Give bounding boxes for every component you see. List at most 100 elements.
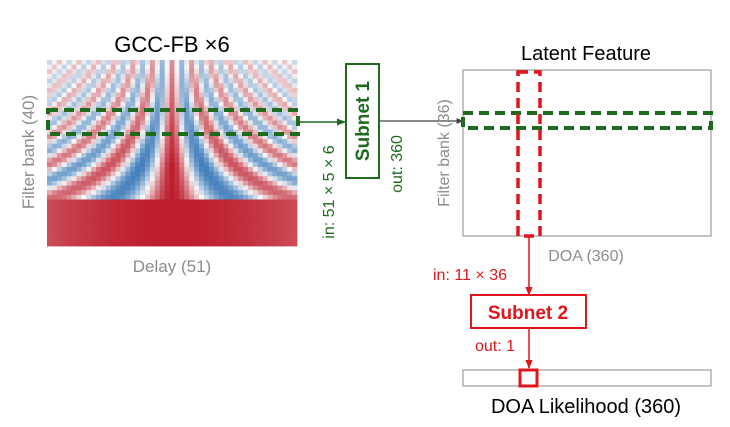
heatmap-cell: [292, 92, 298, 98]
heatmap-cell: [247, 232, 254, 238]
heatmap-cell: [115, 204, 121, 210]
heatmap-cell: [81, 148, 87, 154]
heatmap-cell: [174, 64, 180, 70]
heatmap-cell: [159, 92, 166, 98]
heatmap-cell: [203, 157, 210, 163]
heatmap-cell: [194, 73, 200, 79]
heatmap-cell: [51, 222, 58, 228]
heatmap-cell: [223, 60, 229, 66]
heatmap-cell: [262, 139, 268, 145]
heatmap-cell: [100, 64, 107, 70]
heatmap-cell: [145, 69, 151, 75]
heatmap-cell: [86, 111, 92, 117]
heatmap-cell: [154, 120, 161, 126]
heatmap-cell: [272, 162, 278, 168]
heatmap-cell: [61, 194, 68, 200]
heatmap-cell: [243, 194, 249, 200]
heatmap-cell: [184, 60, 190, 66]
heatmap-cell: [292, 69, 298, 75]
heatmap-cell: [51, 73, 58, 79]
heatmap-cell: [91, 139, 97, 145]
heatmap-cell: [149, 143, 156, 149]
heatmap-cell: [267, 180, 273, 186]
heatmap-cell: [228, 134, 234, 140]
heatmap-cell: [287, 139, 293, 145]
heatmap-cell: [189, 139, 195, 145]
heatmap-cell: [262, 78, 268, 84]
heatmap-cell: [189, 69, 195, 75]
heatmap-cell: [243, 60, 249, 66]
heatmap-cell: [223, 227, 229, 233]
heatmap-cell: [233, 87, 239, 93]
heatmap-cell: [61, 153, 68, 159]
heatmap-cell: [76, 120, 82, 126]
heatmap-cell: [154, 92, 161, 98]
heatmap-cell: [71, 78, 77, 84]
heatmap-cell: [184, 157, 190, 163]
heatmap-cell: [125, 199, 131, 205]
heatmap-cell: [51, 69, 58, 75]
heatmap-cell: [218, 139, 224, 145]
heatmap-cell: [198, 213, 205, 219]
heatmap-cell: [86, 227, 92, 233]
heatmap-cell: [149, 157, 156, 163]
heatmap-cell: [164, 111, 170, 117]
heatmap-cell: [238, 204, 244, 210]
heatmap-cell: [105, 101, 112, 107]
heatmap-cell: [174, 166, 180, 172]
heatmap-cell: [105, 69, 112, 75]
heatmap-cell: [223, 185, 229, 191]
heatmap-cell: [267, 106, 273, 112]
heatmap-cell: [56, 115, 63, 121]
heatmap-cell: [174, 180, 180, 186]
heatmap-cell: [47, 180, 53, 186]
heatmap-cell: [198, 218, 205, 224]
heatmap-cell: [149, 232, 156, 238]
heatmap-cell: [179, 166, 185, 172]
heatmap-cell: [267, 227, 273, 233]
heatmap-cell: [262, 180, 268, 186]
heatmap-cell: [149, 148, 156, 154]
heatmap-cell: [71, 208, 77, 214]
heatmap-cell: [149, 69, 156, 75]
heatmap-cell: [140, 106, 146, 112]
heatmap-cell: [292, 97, 298, 103]
heatmap-cell: [130, 148, 136, 154]
heatmap-cell: [91, 60, 97, 66]
heatmap-cell: [169, 134, 175, 140]
heatmap-cell: [145, 222, 151, 228]
heatmap-cell: [194, 97, 200, 103]
heatmap-cell: [277, 87, 283, 93]
heatmap-cell: [194, 176, 200, 182]
heatmap-cell: [61, 92, 68, 98]
heatmap-cell: [262, 111, 268, 117]
heatmap-cell: [282, 222, 288, 228]
heatmap-cell: [228, 83, 234, 89]
heatmap-cell: [238, 153, 244, 159]
heatmap-cell: [272, 78, 278, 84]
heatmap-cell: [140, 111, 146, 117]
heatmap-cell: [145, 153, 151, 159]
heatmap-cell: [76, 176, 82, 182]
heatmap-cell: [272, 125, 278, 131]
heatmap-cell: [61, 120, 68, 126]
heatmap-cell: [208, 73, 215, 79]
heatmap-cell: [174, 97, 180, 103]
heatmap-cell: [96, 148, 102, 154]
heatmap-cell: [61, 222, 68, 228]
heatmap-cell: [96, 143, 102, 149]
heatmap-cell: [247, 176, 254, 182]
heatmap-cell: [56, 143, 63, 149]
heatmap-cell: [238, 199, 244, 205]
heatmap-cell: [120, 162, 126, 168]
heatmap-cell: [198, 120, 205, 126]
heatmap-cell: [76, 69, 82, 75]
heatmap-cell: [292, 190, 298, 196]
heatmap-cell: [208, 199, 215, 205]
heatmap-cell: [257, 120, 264, 126]
heatmap-cell: [262, 153, 268, 159]
heatmap-cell: [252, 69, 259, 75]
heatmap-cell: [110, 222, 117, 228]
likelihood-bar: [462, 369, 712, 387]
heatmap-cell: [243, 232, 249, 238]
